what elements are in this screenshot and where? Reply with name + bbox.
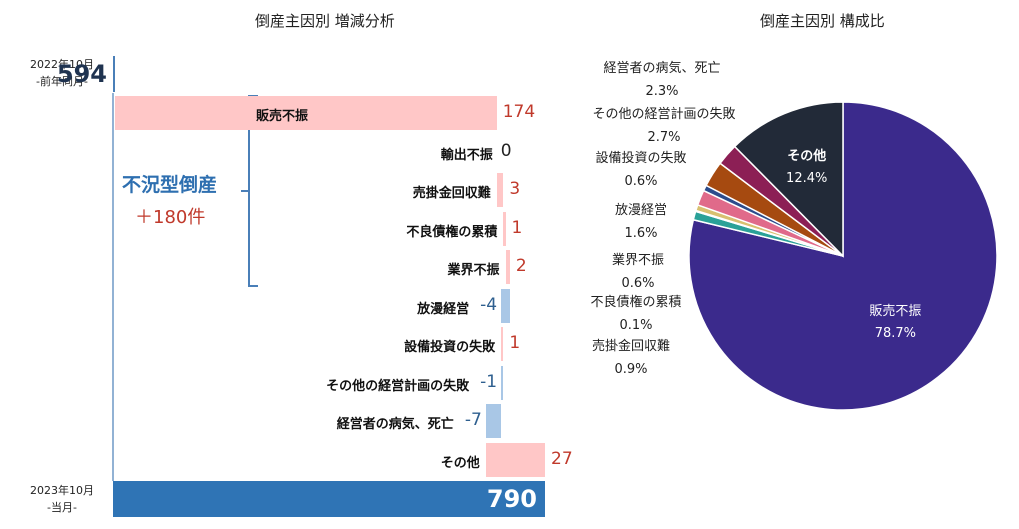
pie-label-7: その他の経営計画の失敗 <box>592 107 736 122</box>
pie-pct-2: 0.9% <box>614 362 648 377</box>
bar-3 <box>496 173 504 207</box>
bar-6 <box>501 288 510 323</box>
pie-label-3: 不良債権の累積 <box>590 295 682 310</box>
pie-label-1: 販売不振 <box>869 303 922 319</box>
bar-value-8: -1 <box>480 371 498 392</box>
bar-1 <box>115 96 497 130</box>
pie-label-8: 経営者の病気、死亡 <box>603 61 721 76</box>
bar-value-3: 3 <box>509 179 521 199</box>
pie-slice-9 <box>733 101 844 258</box>
category-label-9: 経営者の病気、死亡 <box>336 417 454 432</box>
pie-pct-1: 78.7% <box>874 325 917 341</box>
bar-7 <box>501 327 504 361</box>
bar-value-1: 174 <box>502 102 536 122</box>
category-label-4: 不良債権の累積 <box>406 224 498 240</box>
bar-value-2: 0 <box>500 140 512 161</box>
category-label-5: 業界不振 <box>447 263 500 278</box>
pie-label-2: 売掛金回収難 <box>591 339 670 354</box>
category-label-3: 売掛金回収難 <box>412 186 491 201</box>
end-period-date: 2023年10月 <box>30 484 94 497</box>
pie-title: 倒産主因別 構成比 <box>760 12 885 30</box>
bar-5 <box>505 250 510 284</box>
pie-pct-4: 0.6% <box>621 276 655 291</box>
category-label-10: その他 <box>440 455 480 471</box>
pie-pct-7: 2.7% <box>647 130 681 145</box>
start-period-caption: -前年同月- <box>36 75 88 88</box>
end-bar <box>113 481 545 517</box>
start-period-date: 2022年10月 <box>30 58 94 71</box>
category-label-2: 輸出不振 <box>440 147 493 163</box>
pie-pct-5: 1.6% <box>624 226 658 241</box>
pie-pct-6: 0.6% <box>624 174 658 189</box>
pie-label-5: 放漫経営 <box>614 203 667 218</box>
start-period-label: 2022年10月 -前年同月- <box>12 56 112 90</box>
pie-pct-8: 2.3% <box>645 84 679 99</box>
end-period-caption: -当月- <box>47 501 77 514</box>
start-bar-value: 594 <box>56 60 107 88</box>
group-label: 不況型倒産 <box>122 174 218 196</box>
bar-9 <box>485 404 502 438</box>
category-label-7: 設備投資の失敗 <box>404 340 496 355</box>
pie-label-4: 業界不振 <box>611 253 664 268</box>
bar-value-9: -7 <box>464 410 482 430</box>
pie-label-6: 設備投資の失敗 <box>595 151 687 166</box>
end-bar-value: 790 <box>486 485 537 513</box>
bar-value-10: 27 <box>551 448 573 469</box>
start-bar <box>113 56 115 92</box>
bar-10 <box>485 442 545 477</box>
bar-value-6: -4 <box>480 294 498 315</box>
pie-pct-3: 0.1% <box>619 318 653 333</box>
end-period-label: 2023年10月 -当月- <box>12 482 112 516</box>
pie-slices <box>688 101 998 411</box>
category-label-6: 放漫経営 <box>417 301 470 317</box>
waterfall-title: 倒産主因別 増減分析 <box>255 12 395 30</box>
pie-pct-9: 12.4% <box>786 170 828 186</box>
bar-value-5: 2 <box>515 256 527 276</box>
group-value: ＋180件 <box>135 207 206 228</box>
category-label-8: その他の経営計画の失敗 <box>326 378 470 394</box>
bar-4 <box>503 211 506 246</box>
bar-value-7: 1 <box>509 333 521 353</box>
category-label-1: 販売不振 <box>256 109 309 124</box>
pie-label-9: その他 <box>787 148 827 164</box>
bar-8 <box>501 365 504 400</box>
bar-value-4: 1 <box>511 217 523 238</box>
